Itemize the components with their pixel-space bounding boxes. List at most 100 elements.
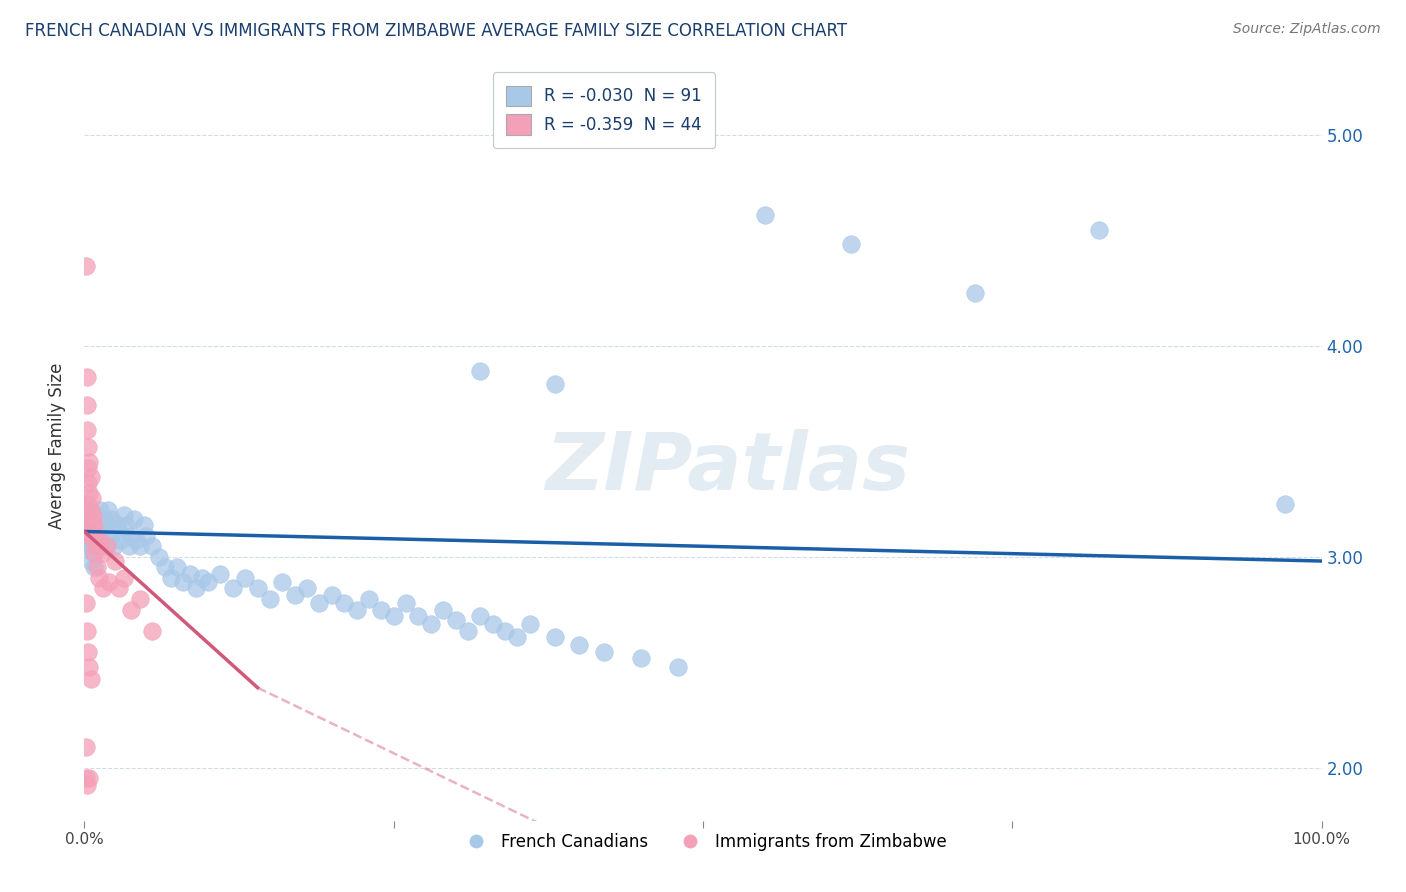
Point (108, 524, 131, 539)
Point (76, 423, 98, 437)
Point (630, 651, 652, 665)
Point (148, 549, 170, 564)
Point (79, 508, 101, 522)
Point (86, 539, 108, 553)
Point (666, 659, 689, 673)
Point (295, 582, 318, 596)
Point (120, 529, 142, 543)
Point (153, 560, 176, 574)
Point (408, 608, 430, 623)
Point (86, 539, 108, 553)
Point (93, 512, 115, 526)
Point (89, 529, 111, 543)
Point (284, 588, 307, 602)
Point (77, 539, 100, 553)
Point (104, 554, 127, 568)
Legend: French Canadians, Immigrants from Zimbabwe: French Canadians, Immigrants from Zimbab… (453, 826, 953, 857)
Point (77, 645, 100, 659)
Point (100, 512, 122, 526)
Point (112, 508, 135, 522)
Point (80, 512, 103, 526)
Point (98, 529, 121, 543)
Point (191, 571, 214, 585)
Point (77, 497, 100, 511)
Point (98, 575, 121, 590)
Point (82, 518, 104, 533)
Point (108, 582, 131, 596)
Text: ZIPatlas: ZIPatlas (546, 429, 910, 508)
Point (75, 259, 97, 273)
Point (444, 613, 467, 627)
Point (246, 582, 269, 596)
Point (382, 608, 405, 623)
Point (129, 539, 152, 553)
Point (209, 566, 232, 581)
Point (90, 524, 112, 539)
Text: FRENCH CANADIAN VS IMMIGRANTS FROM ZIMBABWE AVERAGE FAMILY SIZE CORRELATION CHAR: FRENCH CANADIAN VS IMMIGRANTS FROM ZIMBA… (25, 22, 848, 40)
Point (76, 398, 98, 412)
Point (568, 639, 591, 653)
Point (79, 469, 101, 483)
Point (91, 582, 114, 596)
Point (79, 554, 101, 568)
Point (75, 512, 97, 526)
Point (89, 533, 111, 547)
Point (79, 659, 101, 673)
Point (965, 285, 987, 300)
Point (432, 602, 454, 616)
Point (543, 376, 565, 391)
Point (308, 596, 330, 610)
Point (77, 461, 100, 475)
Point (321, 588, 343, 602)
Point (76, 370, 98, 384)
Point (87, 518, 110, 533)
Point (79, 486, 101, 500)
Point (84, 533, 107, 547)
Point (83, 560, 105, 574)
Point (91, 545, 114, 559)
Point (80, 539, 103, 553)
Point (122, 512, 145, 526)
Point (333, 596, 356, 610)
Point (222, 582, 245, 596)
Point (112, 571, 135, 585)
Point (470, 608, 492, 623)
Point (135, 529, 157, 543)
Point (1274, 497, 1296, 511)
Point (76, 529, 98, 543)
Point (160, 571, 183, 585)
Point (89, 571, 111, 585)
Point (179, 566, 201, 581)
Point (80, 518, 103, 533)
Point (76, 503, 98, 517)
Point (470, 364, 492, 378)
Point (419, 617, 441, 632)
Point (357, 592, 380, 607)
Point (754, 208, 776, 222)
Text: Source: ZipAtlas.com: Source: ZipAtlas.com (1233, 22, 1381, 37)
Point (129, 592, 152, 607)
Point (80, 491, 103, 505)
Point (105, 518, 128, 533)
Point (79, 529, 101, 543)
Point (96, 539, 118, 553)
Point (86, 560, 108, 574)
Point (77, 440, 100, 454)
Point (1088, 222, 1111, 236)
Point (77, 518, 100, 533)
Point (79, 672, 101, 686)
Point (83, 529, 105, 543)
Point (593, 645, 616, 659)
Point (115, 518, 138, 533)
Point (76, 624, 98, 638)
Point (86, 508, 108, 522)
Point (120, 602, 142, 616)
Point (82, 545, 104, 559)
Point (141, 624, 163, 638)
Point (172, 575, 194, 590)
Point (79, 455, 101, 469)
Point (94, 539, 117, 553)
Point (132, 518, 155, 533)
Point (370, 602, 392, 616)
Point (76, 778, 98, 792)
